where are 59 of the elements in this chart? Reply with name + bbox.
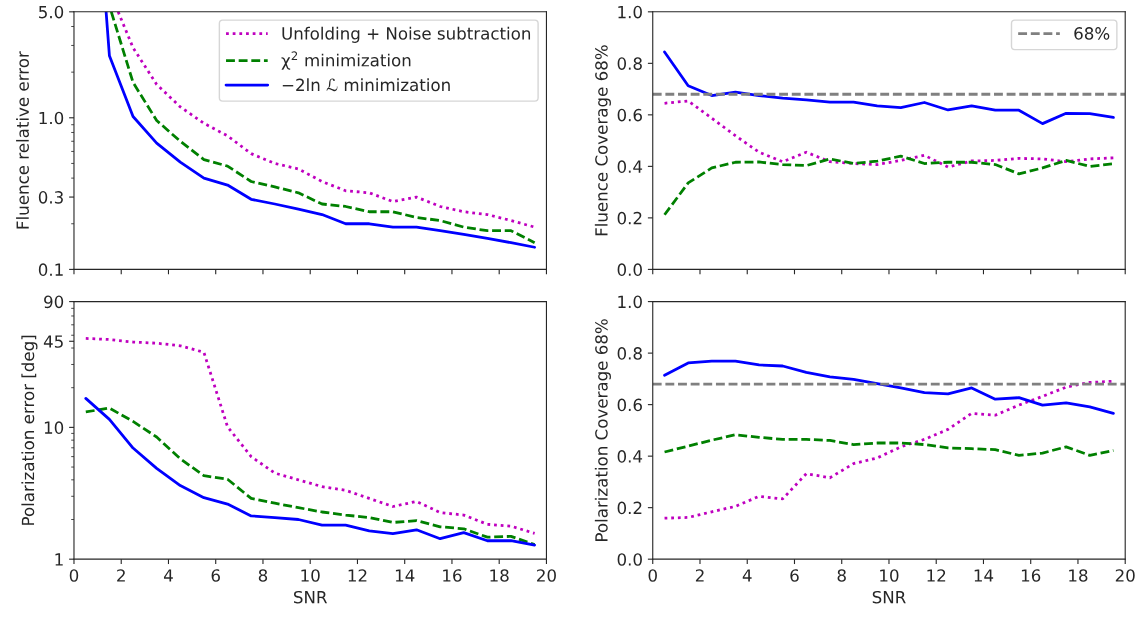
y-tick-label: 90 — [44, 295, 64, 309]
y-tick-label: 0.1 — [38, 263, 63, 276]
line-series — [663, 99, 1115, 169]
y-tick-label: 1 — [55, 553, 63, 566]
y-tick-label: 0.4 — [617, 160, 643, 173]
x-tick-label: 20 — [1115, 569, 1135, 582]
x-tick-label: 2 — [117, 569, 125, 582]
y-tick-label: 0.3 — [38, 191, 63, 204]
x-tick-label: 2 — [695, 569, 704, 582]
x-tick-label: 10 — [301, 569, 320, 582]
y-tick-label: 0.6 — [617, 108, 642, 122]
y-tick-label: 0.8 — [617, 57, 642, 70]
x-tick-label: 8 — [258, 569, 268, 582]
x-tick-label: 14 — [974, 569, 994, 582]
y-tick-label: 0.2 — [617, 211, 642, 225]
y-tick-label: 1.0 — [618, 5, 642, 19]
x-tick-label: 12 — [927, 569, 946, 582]
y-tick-label: 5.0 — [39, 5, 64, 19]
x-tick-label: 10 — [880, 569, 899, 582]
y-axis-title: Polarization error [deg] — [21, 335, 38, 525]
line-series — [663, 359, 1115, 415]
legend-label: −2ln ℒ minimization — [282, 78, 450, 92]
line-series — [84, 337, 537, 535]
x-tick-label: 4 — [163, 569, 173, 582]
x-tick-label: 0 — [69, 569, 79, 582]
line-series — [663, 50, 1115, 125]
y-tick-label: 0.0 — [617, 263, 642, 276]
x-tick-label: 18 — [490, 569, 509, 582]
legend-label: 68% — [1074, 27, 1110, 40]
y-tick-label: 1.0 — [39, 111, 64, 125]
x-tick-label: 14 — [395, 569, 415, 582]
y-tick-label: 10 — [44, 421, 64, 434]
x-tick-label: 16 — [1021, 569, 1041, 582]
y-axis-title: Fluence Coverage 68% — [594, 45, 611, 236]
x-axis-title: SNR — [872, 590, 906, 604]
y-tick-label: 45 — [43, 335, 63, 348]
y-tick-label: 1.0 — [618, 295, 642, 309]
x-axis-title: SNR — [294, 590, 328, 604]
x-tick-label: 0 — [648, 569, 657, 582]
x-tick-label: 8 — [837, 569, 846, 582]
x-tick-label: 12 — [348, 569, 367, 582]
x-tick-label: 16 — [443, 569, 462, 582]
x-tick-label: 6 — [211, 569, 220, 582]
y-axis-title: Polarization Coverage 68% — [594, 319, 611, 541]
x-tick-label: 18 — [1069, 569, 1088, 582]
legend-label: χ$^{2}$ minimization — [281, 51, 411, 70]
line-series — [663, 433, 1115, 457]
y-tick-label: 0.6 — [617, 398, 642, 412]
x-tick-label: 20 — [537, 569, 556, 582]
y-tick-label: 0.0 — [617, 553, 642, 566]
legend-label: Unfolding + Noise subtraction — [282, 26, 531, 43]
line-series — [663, 154, 1115, 217]
y-tick-label: 0.2 — [617, 501, 642, 515]
line-series — [663, 379, 1115, 520]
y-tick-label: 0.4 — [617, 450, 643, 463]
x-tick-label: 4 — [742, 569, 752, 582]
y-axis-title: Fluence relative error — [16, 51, 29, 229]
y-tick-label: 0.8 — [617, 347, 642, 360]
x-tick-label: 6 — [790, 569, 799, 582]
